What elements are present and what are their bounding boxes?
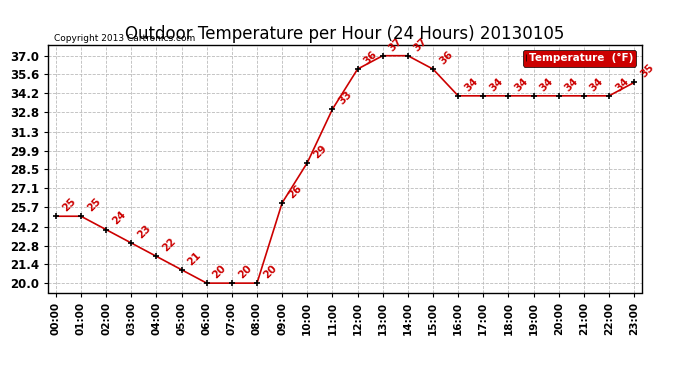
Text: 34: 34 <box>513 76 530 93</box>
Text: 25: 25 <box>60 196 77 213</box>
Text: 21: 21 <box>186 250 203 267</box>
Text: 34: 34 <box>563 76 580 93</box>
Title: Outdoor Temperature per Hour (24 Hours) 20130105: Outdoor Temperature per Hour (24 Hours) … <box>126 26 564 44</box>
Text: 34: 34 <box>538 76 555 93</box>
Text: Copyright 2013 Cartronics.com: Copyright 2013 Cartronics.com <box>55 33 195 42</box>
Text: 34: 34 <box>588 76 605 93</box>
Text: 24: 24 <box>110 209 128 227</box>
Text: 20: 20 <box>261 263 279 280</box>
Text: 35: 35 <box>638 62 655 80</box>
Legend: Temperature  (°F): Temperature (°F) <box>523 50 636 66</box>
Text: 37: 37 <box>387 36 404 53</box>
Text: 29: 29 <box>311 143 328 160</box>
Text: 25: 25 <box>85 196 103 213</box>
Text: 22: 22 <box>161 236 178 254</box>
Text: 20: 20 <box>236 263 253 280</box>
Text: 20: 20 <box>211 263 228 280</box>
Text: 26: 26 <box>286 183 304 200</box>
Text: 36: 36 <box>362 49 379 66</box>
Text: 34: 34 <box>487 76 505 93</box>
Text: 34: 34 <box>613 76 631 93</box>
Text: 37: 37 <box>412 36 429 53</box>
Text: 34: 34 <box>462 76 480 93</box>
Text: 33: 33 <box>337 89 354 106</box>
Text: 23: 23 <box>135 223 152 240</box>
Text: 36: 36 <box>437 49 455 66</box>
